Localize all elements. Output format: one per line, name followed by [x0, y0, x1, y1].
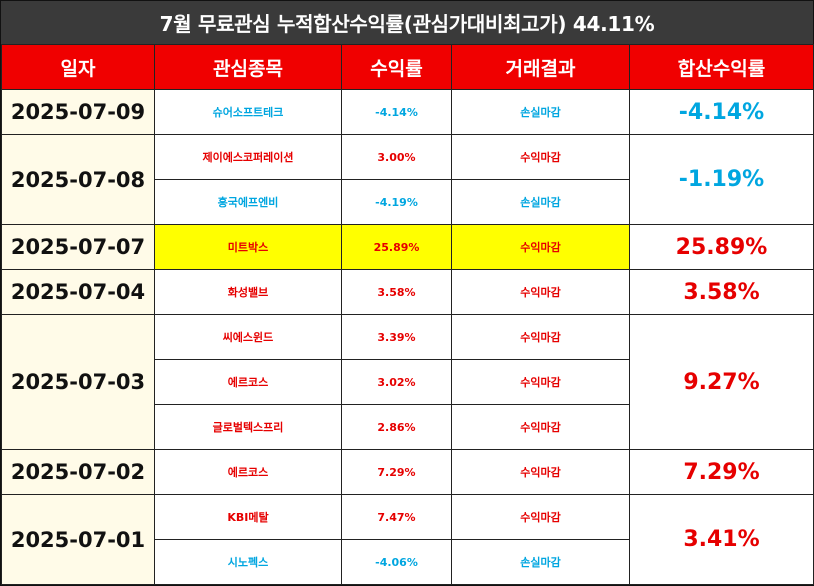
header-result: 거래결과	[451, 44, 630, 90]
returns-table: 일자 관심종목 수익률 거래결과 합산수익률 2025-07-09 슈어소프트테크…	[1, 44, 814, 585]
result-cell: 수익마감	[451, 224, 630, 270]
rate-cell: 25.89%	[341, 224, 452, 270]
table-row: 글로벌텍스프리 2.86% 수익마감	[2, 404, 814, 450]
total-return-cell: 3.41%	[629, 494, 814, 585]
rate-cell: 7.47%	[341, 494, 452, 540]
header-row: 일자 관심종목 수익률 거래결과 합산수익률	[1, 44, 814, 90]
date-cell: 2025-07-01	[1, 494, 155, 585]
date-cell: 2025-07-09	[1, 89, 155, 135]
result-cell: 수익마감	[451, 494, 630, 540]
page-title: 7월 무료관심 누적합산수익률(관심가대비최고가) 44.11%	[1, 1, 813, 44]
header-rate: 수익률	[341, 44, 452, 90]
total-return-cell: 3.58%	[629, 269, 814, 315]
table-row: 시노펙스 -4.06% 손실마감	[2, 539, 814, 585]
date-cell: 2025-07-08	[1, 134, 155, 225]
rate-cell: 7.29%	[341, 449, 452, 495]
result-cell: 수익마감	[451, 449, 630, 495]
rate-cell: 3.02%	[341, 359, 452, 405]
result-cell: 수익마감	[451, 404, 630, 450]
total-return-cell: -1.19%	[629, 134, 814, 225]
table-row: 2025-07-02 에르코스 7.29% 수익마감 7.29%	[1, 449, 814, 495]
result-cell: 수익마감	[451, 359, 630, 405]
total-return-cell: 25.89%	[629, 224, 814, 270]
rate-cell: -4.06%	[341, 539, 452, 585]
rate-cell: -4.14%	[341, 89, 452, 135]
table-row: 2025-07-09 슈어소프트테크 -4.14% 손실마감 -4.14%	[1, 89, 814, 135]
stock-name-cell: 흥국에프엔비	[154, 179, 342, 225]
stock-name-cell: KBI메탈	[154, 494, 342, 540]
stock-name-cell: 시노펙스	[154, 539, 342, 585]
rate-cell: -4.19%	[341, 179, 452, 225]
stock-name-cell: 글로벌텍스프리	[154, 404, 342, 450]
stock-name-cell: 슈어소프트테크	[154, 89, 342, 135]
date-cell: 2025-07-02	[1, 449, 155, 495]
rate-cell: 3.58%	[341, 269, 452, 315]
table-row: 2025-07-08 제이에스코퍼레이션 3.00% 수익마감 -1.19%	[1, 134, 814, 225]
total-return-cell: 9.27%	[629, 314, 814, 450]
table-row: 2025-07-07 미트박스 25.89% 수익마감 25.89%	[1, 224, 814, 270]
stock-name-cell: 화성밸브	[154, 269, 342, 315]
rate-cell: 3.39%	[341, 314, 452, 360]
stock-name-cell: 에르코스	[154, 359, 342, 405]
date-cell: 2025-07-03	[1, 314, 155, 450]
total-return-cell: -4.14%	[629, 89, 814, 135]
result-cell: 손실마감	[451, 539, 630, 585]
date-cell: 2025-07-04	[1, 269, 155, 315]
stock-name-cell: 제이에스코퍼레이션	[154, 134, 342, 180]
table-row: 흥국에프엔비 -4.19% 손실마감	[2, 179, 814, 225]
date-cell: 2025-07-07	[1, 224, 155, 270]
table-row: 2025-07-04 화성밸브 3.58% 수익마감 3.58%	[1, 269, 814, 315]
header-date: 일자	[1, 44, 155, 90]
total-return-cell: 7.29%	[629, 449, 814, 495]
result-cell: 수익마감	[451, 269, 630, 315]
header-stock: 관심종목	[154, 44, 342, 90]
table-row: 2025-07-03 씨에스윈드 3.39% 수익마감 9.27%	[1, 314, 814, 450]
result-cell: 수익마감	[451, 314, 630, 360]
table-row: 에르코스 3.02% 수익마감	[2, 359, 814, 405]
table-body: 2025-07-09 슈어소프트테크 -4.14% 손실마감 -4.14% 2025-07…	[1, 89, 814, 585]
table-row: 2025-07-01 KBI메탈 7.47% 수익마감 3.41%	[1, 494, 814, 585]
stock-name-cell: 씨에스윈드	[154, 314, 342, 360]
result-cell: 손실마감	[451, 89, 630, 135]
stock-name-cell: 에르코스	[154, 449, 342, 495]
header-total: 합산수익률	[629, 44, 814, 90]
result-cell: 손실마감	[451, 179, 630, 225]
result-cell: 수익마감	[451, 134, 630, 180]
stock-name-cell: 미트박스	[154, 224, 342, 270]
rate-cell: 2.86%	[341, 404, 452, 450]
rate-cell: 3.00%	[341, 134, 452, 180]
